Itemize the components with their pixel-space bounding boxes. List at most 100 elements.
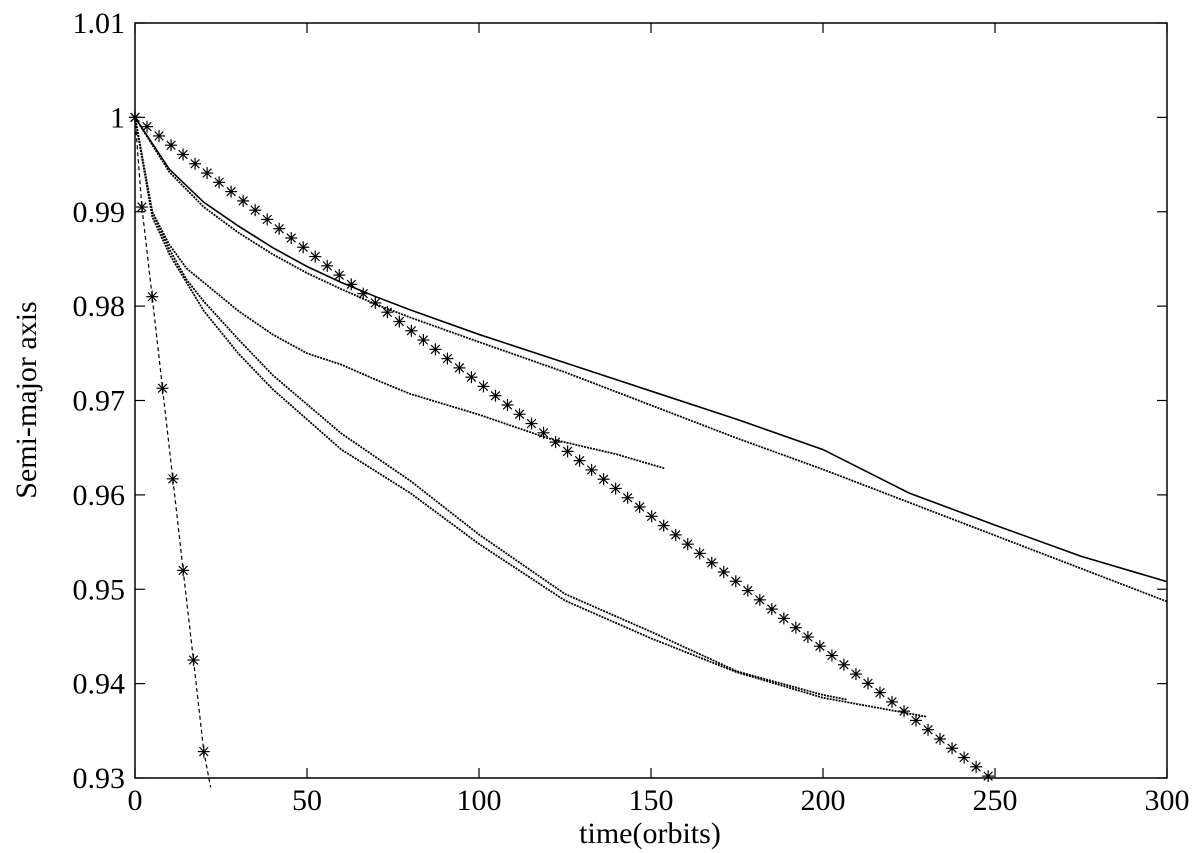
- star-marker: [585, 463, 598, 476]
- star-marker: [813, 640, 826, 653]
- star-marker: [441, 352, 454, 365]
- star-marker: [225, 185, 238, 198]
- y-tick-label: 0.98: [73, 290, 126, 323]
- star-marker: [789, 621, 802, 634]
- star-marker: [146, 290, 159, 303]
- star-marker: [825, 649, 838, 662]
- marker-group: [129, 111, 995, 783]
- star-marker: [982, 770, 995, 783]
- star-marker: [609, 482, 622, 495]
- star-marker: [177, 564, 190, 577]
- star-marker: [197, 745, 210, 758]
- star-marker: [765, 603, 778, 616]
- y-tick-label: 0.99: [73, 196, 126, 229]
- tick-marks: [134, 22, 1168, 779]
- x-tick-label: 300: [1145, 784, 1190, 817]
- star-marker: [429, 343, 442, 356]
- x-tick-label: 150: [629, 784, 674, 817]
- star-marker: [597, 473, 610, 486]
- star-marker: [657, 519, 670, 532]
- star-marker: [201, 167, 214, 180]
- star-marker: [357, 287, 370, 300]
- star-marker: [309, 250, 322, 263]
- star-marker: [741, 584, 754, 597]
- star-marker: [753, 593, 766, 606]
- star-marker: [156, 382, 169, 395]
- star-marker: [141, 120, 154, 133]
- plot-frame: [134, 22, 1168, 779]
- star-marker: [549, 436, 562, 449]
- star-marker: [321, 259, 334, 272]
- series-line-2: [134, 116, 1168, 603]
- y-tick-label: 0.96: [73, 479, 126, 512]
- star-marker: [381, 306, 394, 319]
- star-marker: [285, 231, 298, 244]
- star-marker: [669, 528, 682, 541]
- x-axis-title: time(orbits): [579, 817, 721, 850]
- star-marker: [177, 148, 190, 161]
- x-tick-label: 100: [457, 784, 502, 817]
- star-marker: [369, 296, 382, 309]
- star-marker: [934, 733, 947, 746]
- star-marker: [417, 334, 430, 347]
- star-marker: [922, 723, 935, 736]
- x-tick-label: 250: [973, 784, 1018, 817]
- star-marker: [237, 194, 250, 207]
- star-marker: [213, 176, 226, 189]
- y-tick-label: 0.94: [73, 668, 126, 701]
- star-marker: [393, 315, 406, 328]
- star-marker: [249, 204, 262, 217]
- star-marker: [501, 398, 514, 411]
- star-marker: [405, 324, 418, 337]
- star-marker: [345, 278, 358, 291]
- star-marker: [633, 501, 646, 514]
- star-marker: [958, 751, 971, 764]
- star-marker: [898, 705, 911, 718]
- star-marker: [837, 658, 850, 671]
- star-marker: [861, 677, 874, 690]
- series-group: [134, 116, 1168, 788]
- star-marker: [621, 491, 634, 504]
- star-marker: [910, 714, 923, 727]
- star-marker: [873, 686, 886, 699]
- y-tick-label: 1.01: [73, 7, 126, 40]
- star-marker: [489, 389, 502, 402]
- series-line-3: [134, 117, 666, 470]
- y-tick-label: 1: [110, 101, 125, 134]
- y-tick-label: 0.95: [73, 573, 126, 606]
- star-marker: [465, 371, 478, 384]
- star-marker: [453, 361, 466, 374]
- star-marker: [970, 760, 983, 773]
- star-marker: [705, 556, 718, 569]
- series-line-6: [134, 117, 212, 788]
- star-marker: [777, 612, 790, 625]
- series-line-4: [134, 117, 848, 701]
- star-marker: [693, 547, 706, 560]
- star-marker: [135, 201, 148, 214]
- x-tick-label: 50: [292, 784, 322, 817]
- star-marker: [849, 668, 862, 681]
- star-marker: [561, 445, 574, 458]
- y-axis-title: Semi-major axis: [10, 301, 43, 498]
- star-marker: [273, 222, 286, 235]
- star-marker: [681, 538, 694, 551]
- y-tick-label: 0.93: [73, 762, 126, 795]
- star-marker: [129, 111, 141, 124]
- star-marker: [165, 139, 178, 152]
- star-marker: [729, 575, 742, 588]
- x-tick-label: 0: [128, 784, 143, 817]
- star-marker: [333, 269, 346, 282]
- star-marker: [885, 695, 898, 708]
- series-line-5: [134, 117, 927, 718]
- star-marker: [525, 417, 538, 430]
- star-marker: [573, 454, 586, 467]
- star-marker: [187, 654, 200, 667]
- star-marker: [717, 565, 730, 578]
- plot-border: [134, 22, 1168, 779]
- tick-labels: 0 50 100 150 200 250 300 0.93 0.94 0.95 0.96 0.97 0.…: [73, 7, 1190, 817]
- x-tick-label: 200: [801, 784, 846, 817]
- star-marker: [645, 510, 658, 523]
- star-marker: [946, 742, 959, 755]
